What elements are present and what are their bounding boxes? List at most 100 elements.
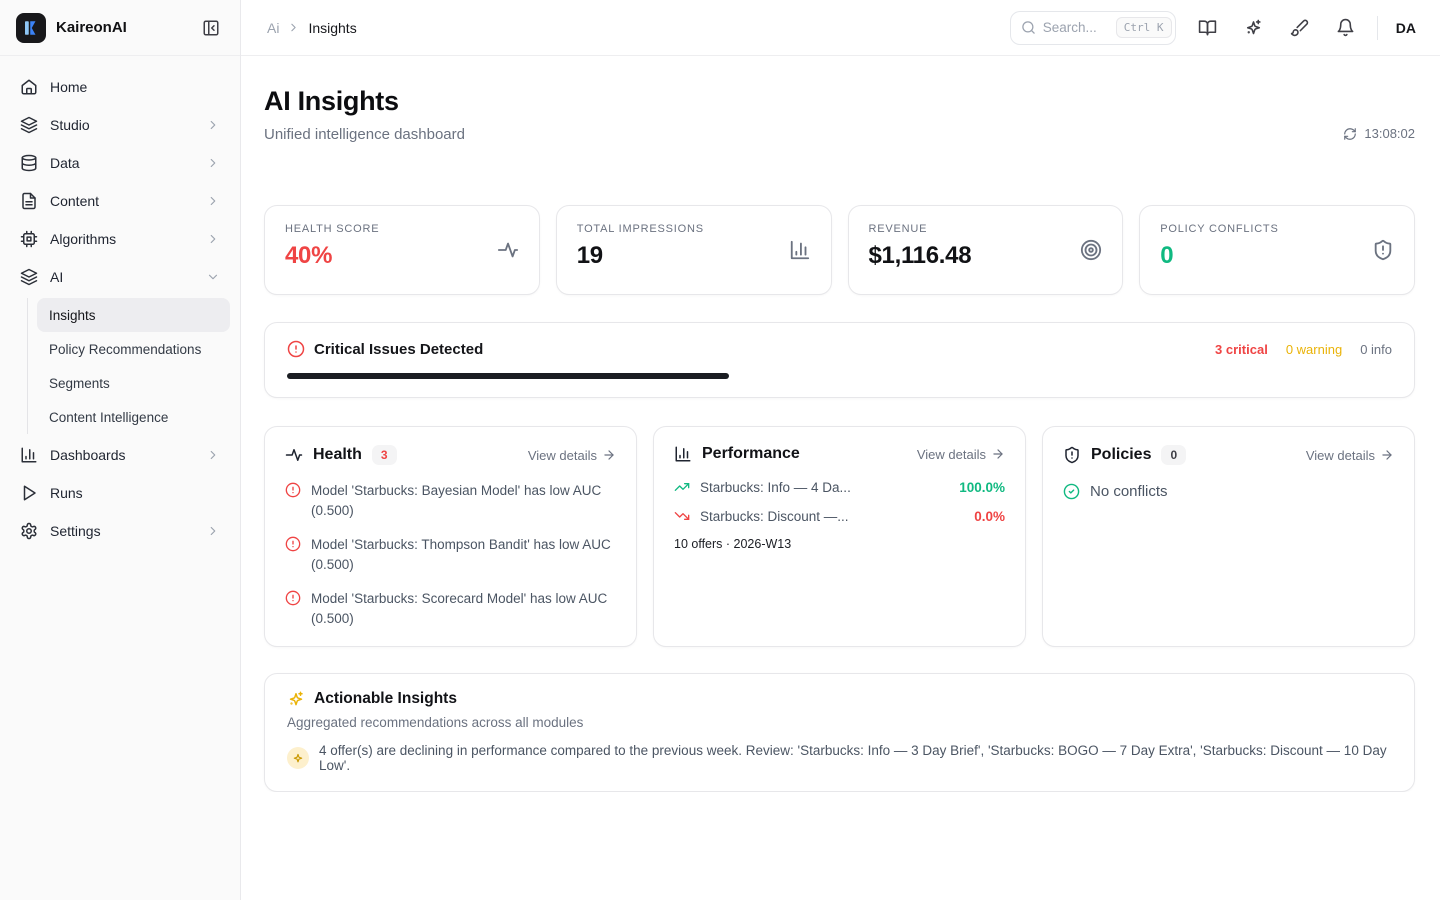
stat-value: 0 xyxy=(1160,242,1174,269)
alert-circle-icon xyxy=(285,536,301,552)
panel-left-close-icon[interactable] xyxy=(198,15,224,41)
sidebar-item-studio[interactable]: Studio xyxy=(10,106,230,144)
sidebar-item-content-intelligence[interactable]: Content Intelligence xyxy=(37,400,230,434)
performance-row-value: 100.0% xyxy=(959,479,1005,495)
sidebar-item-label: Data xyxy=(50,155,80,171)
topbar-right: Ctrl K DA xyxy=(1009,10,1416,45)
stats-row: HEALTH SCORE 40% TOTAL IMPRESSIONS 19 RE… xyxy=(264,205,1415,295)
alert-circle-icon xyxy=(285,482,301,498)
sidebar-item-label: Runs xyxy=(50,485,83,501)
sidebar-item-ai[interactable]: AI xyxy=(10,258,230,296)
sidebar-item-label: Content xyxy=(50,193,100,209)
topbar-icons xyxy=(1194,14,1359,41)
critical-banner-title: Critical Issues Detected xyxy=(314,340,484,358)
policies-card: Policies 0 View details No conflicts xyxy=(1042,426,1415,648)
health-view-details-link[interactable]: View details xyxy=(528,448,616,463)
critical-count: 3 critical xyxy=(1215,341,1268,357)
chevron-down-icon xyxy=(206,270,220,284)
alert-circle-icon xyxy=(287,340,305,358)
submenu-item-label: Segments xyxy=(49,375,110,391)
main-area: Ai Insights Ctrl K DA xyxy=(241,0,1440,900)
modules-row: Health 3 View details Model 'Starbucks: … xyxy=(264,426,1415,648)
chevron-right-icon xyxy=(206,448,220,462)
layers-icon xyxy=(20,268,38,286)
view-details-label: View details xyxy=(916,446,986,462)
sidebar-item-segments[interactable]: Segments xyxy=(37,366,230,400)
sidebar-item-insights[interactable]: Insights xyxy=(37,298,230,332)
sidebar-item-label: Home xyxy=(50,79,88,95)
play-icon xyxy=(20,484,38,502)
sidebar-item-runs[interactable]: Runs xyxy=(10,474,230,512)
sidebar-nav: Home Studio Data Content Algorithms xyxy=(0,56,240,562)
stat-label: HEALTH SCORE xyxy=(285,223,380,235)
critical-progress-fill xyxy=(287,373,729,379)
book-open-icon[interactable] xyxy=(1194,14,1221,41)
submenu-item-label: Insights xyxy=(49,307,96,323)
chevron-right-icon xyxy=(206,232,220,246)
sidebar-item-algorithms[interactable]: Algorithms xyxy=(10,220,230,258)
chevron-right-icon xyxy=(287,21,300,34)
view-details-label: View details xyxy=(1305,447,1375,463)
sidebar-item-label: Settings xyxy=(50,523,101,539)
critical-issues-banner: Critical Issues Detected 3 critical 0 wa… xyxy=(264,322,1415,398)
arrow-right-icon xyxy=(602,448,616,462)
health-issue: Model 'Starbucks: Scorecard Model' has l… xyxy=(285,589,616,628)
health-issue-text: Model 'Starbucks: Bayesian Model' has lo… xyxy=(311,483,602,518)
sidebar-item-dashboards[interactable]: Dashboards xyxy=(10,436,230,474)
breadcrumb-current: Insights xyxy=(308,19,357,36)
page-head: AI Insights Unified intelligence dashboa… xyxy=(264,86,1415,143)
sidebar-item-label: Dashboards xyxy=(50,447,126,463)
stat-value: 19 xyxy=(576,242,603,269)
bar-chart-icon xyxy=(674,445,692,463)
sparkles-icon xyxy=(287,747,309,770)
actionable-item: 4 offer(s) are declining in performance … xyxy=(287,743,1392,773)
activity-icon xyxy=(285,446,303,464)
sidebar-item-content[interactable]: Content xyxy=(10,182,230,220)
sidebar-item-policy-recommendations[interactable]: Policy Recommendations xyxy=(37,332,230,366)
file-text-icon xyxy=(20,192,38,210)
refresh-timestamp[interactable]: 13:08:02 xyxy=(1343,126,1415,143)
stat-value: $1,116.48 xyxy=(868,242,972,269)
avatar[interactable]: DA xyxy=(1395,19,1416,36)
actionable-card-subtitle: Aggregated recommendations across all mo… xyxy=(287,715,584,731)
refresh-icon xyxy=(1343,127,1357,141)
sidebar-item-settings[interactable]: Settings xyxy=(10,512,230,550)
performance-view-details-link[interactable]: View details xyxy=(917,447,1005,462)
layers-icon xyxy=(20,116,38,134)
search-box[interactable]: Ctrl K xyxy=(1009,10,1176,45)
performance-footer: 10 offers · 2026-W13 xyxy=(674,537,792,551)
sidebar-header: KaireonAI xyxy=(0,0,240,56)
search-input[interactable] xyxy=(1042,20,1109,35)
chevron-right-icon xyxy=(206,156,220,170)
ai-submenu: Insights Policy Recommendations Segments… xyxy=(27,298,230,434)
trending-down-icon xyxy=(674,508,690,524)
sparkles-icon[interactable] xyxy=(1240,14,1267,41)
bar-chart-icon xyxy=(789,239,811,261)
shield-alert-icon xyxy=(1063,446,1081,464)
alert-circle-icon xyxy=(285,590,301,606)
sidebar-item-data[interactable]: Data xyxy=(10,144,230,182)
bell-icon[interactable] xyxy=(1332,14,1359,41)
sidebar-item-home[interactable]: Home xyxy=(10,68,230,106)
stat-label: TOTAL IMPRESSIONS xyxy=(576,223,704,235)
search-shortcut: Ctrl K xyxy=(1115,17,1172,38)
performance-card: Performance View details Starbucks: Info… xyxy=(653,426,1026,648)
policies-view-details-link[interactable]: View details xyxy=(1306,448,1394,463)
performance-row-label: Starbucks: Discount —... xyxy=(700,508,849,524)
health-issue-text: Model 'Starbucks: Thompson Bandit' has l… xyxy=(311,537,611,572)
submenu-item-label: Policy Recommendations xyxy=(49,341,202,357)
breadcrumb-parent[interactable]: Ai xyxy=(267,19,280,36)
policies-status-text: No conflicts xyxy=(1090,483,1168,500)
performance-row-value: 0.0% xyxy=(974,508,1005,524)
stat-card-total-impressions: TOTAL IMPRESSIONS 19 xyxy=(555,205,832,295)
kaireon-logo xyxy=(16,12,46,43)
brush-icon[interactable] xyxy=(1286,14,1313,41)
critical-counts: 3 critical 0 warning 0 info xyxy=(1215,342,1392,357)
bar-chart-icon xyxy=(20,446,38,464)
breadcrumb: Ai Insights xyxy=(267,20,357,36)
trending-up-icon xyxy=(674,479,690,495)
check-circle-icon xyxy=(1063,483,1080,500)
actionable-item-text: 4 offer(s) are declining in performance … xyxy=(319,743,1387,774)
stat-label: REVENUE xyxy=(868,223,928,235)
actionable-card-title: Actionable Insights xyxy=(314,690,457,708)
